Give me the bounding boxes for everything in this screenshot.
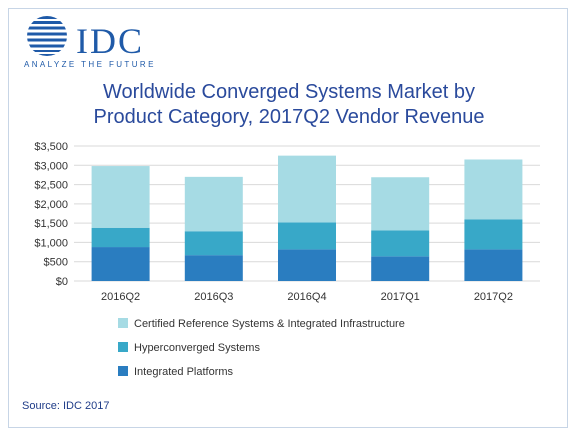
bar-segment <box>464 249 523 281</box>
legend-swatch <box>118 318 128 328</box>
legend-swatch <box>118 342 128 352</box>
bar-segment <box>91 227 150 248</box>
legend-label: Hyperconverged Systems <box>134 342 260 354</box>
y-tick-label: $3,500 <box>34 141 68 153</box>
idc-logo: IDC ANALYZE THE FUTURE <box>14 14 174 70</box>
x-tick-label: 2016Q2 <box>101 291 140 303</box>
bar-segment <box>184 255 243 281</box>
bar-segment <box>371 256 430 281</box>
legend-label: Certified Reference Systems & Integrated… <box>134 318 405 330</box>
bar-segment <box>278 155 336 223</box>
legend-label: Integrated Platforms <box>134 366 234 378</box>
logo-wordmark: IDC <box>76 21 144 61</box>
legend-swatch <box>118 366 128 376</box>
y-tick-label: $1,500 <box>34 218 68 230</box>
legend-item: Certified Reference Systems & Integrated… <box>118 318 405 330</box>
bar-segment <box>184 231 243 256</box>
y-tick-label: $1,000 <box>34 237 68 249</box>
bar-segment <box>184 176 243 232</box>
x-tick-label: 2016Q4 <box>287 291 326 303</box>
bar-segment <box>371 177 430 231</box>
bar-segment <box>278 222 336 250</box>
bar-segment <box>371 230 430 257</box>
x-tick-label: 2017Q2 <box>474 291 513 303</box>
bar-segment <box>91 166 150 228</box>
bar-segment <box>91 247 150 281</box>
stacked-bar-chart: $0 $500 $1,000 $1,500 $2,000 $2,500 $3,000 $3,5… <box>34 141 540 303</box>
legend-item: Integrated Platforms <box>118 366 233 378</box>
chart-title-line-1: Worldwide Converged Systems Market by <box>103 81 475 103</box>
source-note: Source: IDC 2017 <box>22 400 110 412</box>
bar-segment <box>464 159 523 220</box>
y-tick-label: $0 <box>56 276 68 288</box>
bar-segment <box>464 219 523 250</box>
y-tick-label: $2,000 <box>34 199 68 211</box>
legend-item: Hyperconverged Systems <box>118 342 260 354</box>
x-tick-label: 2017Q1 <box>381 291 420 303</box>
bar-segment <box>278 249 336 281</box>
x-tick-label: 2016Q3 <box>194 291 233 303</box>
y-tick-label: $3,000 <box>34 160 68 172</box>
logo-tagline: ANALYZE THE FUTURE <box>24 60 156 69</box>
globe-icon <box>25 16 69 56</box>
chart-title: Worldwide Converged Systems Market by Pr… <box>0 80 578 130</box>
y-tick-label: $500 <box>44 257 68 269</box>
y-tick-label: $2,500 <box>34 180 68 192</box>
chart-title-line-2: Product Category, 2017Q2 Vendor Revenue <box>93 106 485 128</box>
